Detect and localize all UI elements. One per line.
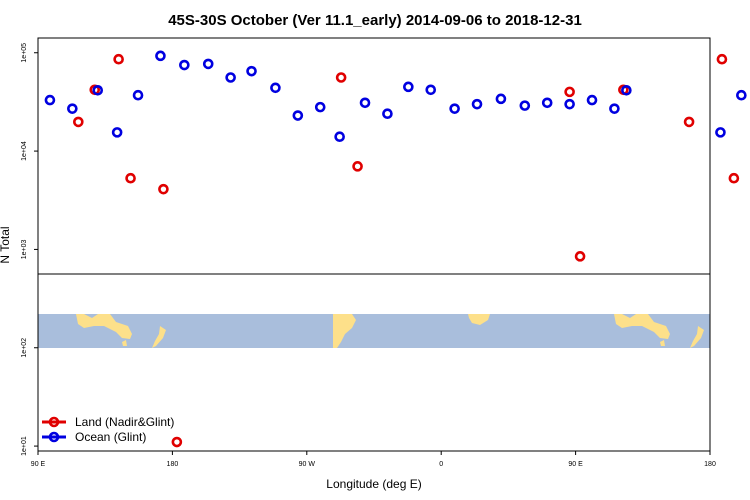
y-tick-label: 1e+01 <box>21 436 28 456</box>
map-land-south-america <box>333 314 356 348</box>
land-data-point <box>728 172 740 184</box>
map-land-tasmania-repeat <box>660 340 665 346</box>
ocean-data-point <box>202 58 214 70</box>
ocean-data-point <box>270 82 281 94</box>
legend-ocean-marker <box>48 431 60 443</box>
ocean-data-point <box>519 100 531 111</box>
x-tick-label: 0 <box>439 461 443 468</box>
legend-ocean-label: Ocean (Glint) <box>75 430 146 444</box>
land-data-point <box>352 161 363 172</box>
land-data-point <box>683 116 695 128</box>
land-data-point <box>73 116 84 128</box>
ocean-data-point <box>92 85 104 96</box>
ocean-data-point <box>471 98 483 110</box>
ocean-data-point <box>495 93 507 105</box>
x-tick-label: 180 <box>167 461 179 468</box>
map-land-australia <box>76 314 132 339</box>
ocean-data-point <box>359 97 371 109</box>
map-land-africa <box>468 314 490 325</box>
ocean-data-point <box>314 101 326 113</box>
ocean-data-point <box>334 131 345 143</box>
ocean-data-point <box>225 72 236 83</box>
y-tick-label: 1e+02 <box>21 338 28 358</box>
land-data-point <box>574 251 586 262</box>
ocean-data-point <box>155 50 166 62</box>
x-axis-ticks: 90 E 180 90 W 0 90 E 180 <box>31 451 716 468</box>
ocean-data-point <box>44 94 56 106</box>
map-land-new-zealand-repeat <box>690 326 704 348</box>
y-axis-label: N Total <box>0 226 12 263</box>
legend: Land (Nadir&Glint) Ocean (Glint) <box>42 415 174 444</box>
ocean-data-point <box>621 85 632 96</box>
y-tick-label: 1e+04 <box>21 141 28 161</box>
ocean-data-point <box>736 89 747 101</box>
ocean-data-point <box>586 94 598 106</box>
ocean-data-point <box>132 89 144 101</box>
ocean-data-point <box>541 97 553 109</box>
map-ocean <box>38 314 710 348</box>
ocean-data-point <box>111 127 123 138</box>
ocean-data-point <box>425 84 437 96</box>
ocean-data-point <box>564 98 575 110</box>
ocean-data-point <box>246 65 257 77</box>
land-data-point <box>171 436 183 448</box>
land-data-point <box>716 53 728 65</box>
ocean-data-point <box>609 103 620 114</box>
plot-frame <box>37 37 711 452</box>
world-map-strip <box>38 314 710 348</box>
x-axis-label: Longitude (deg E) <box>326 477 421 491</box>
ocean-data-point <box>67 103 78 114</box>
land-data-point <box>564 86 575 98</box>
ocean-data-point <box>715 127 726 138</box>
x-tick-label: 90 E <box>568 461 583 468</box>
y-axis-ticks: 1e+01 1e+02 1e+03 1e+04 1e+05 <box>21 43 38 456</box>
map-land-tasmania <box>122 340 127 346</box>
y-tick-label: 1e+05 <box>21 43 28 63</box>
map-land-australia-repeat <box>614 314 670 339</box>
ocean-data-point <box>179 59 190 71</box>
x-tick-label: 180 <box>704 461 716 468</box>
land-data-point <box>158 183 169 195</box>
chart-title: 45S-30S October (Ver 11.1_early) 2014-09… <box>168 12 582 29</box>
legend-land-marker <box>48 416 60 428</box>
y-tick-label: 1e+03 <box>21 239 28 259</box>
land-data-point <box>113 53 124 65</box>
data-points <box>44 50 747 448</box>
x-tick-label: 90 W <box>299 461 316 468</box>
map-land-new-zealand <box>152 326 166 348</box>
land-data-point <box>335 72 347 83</box>
legend-land-label: Land (Nadir&Glint) <box>75 415 174 429</box>
ocean-data-point <box>382 108 393 119</box>
ocean-data-point <box>449 103 460 114</box>
land-data-point <box>125 172 136 184</box>
ocean-data-point <box>403 81 414 93</box>
x-tick-label: 90 E <box>31 461 46 468</box>
ocean-data-point <box>292 110 304 121</box>
